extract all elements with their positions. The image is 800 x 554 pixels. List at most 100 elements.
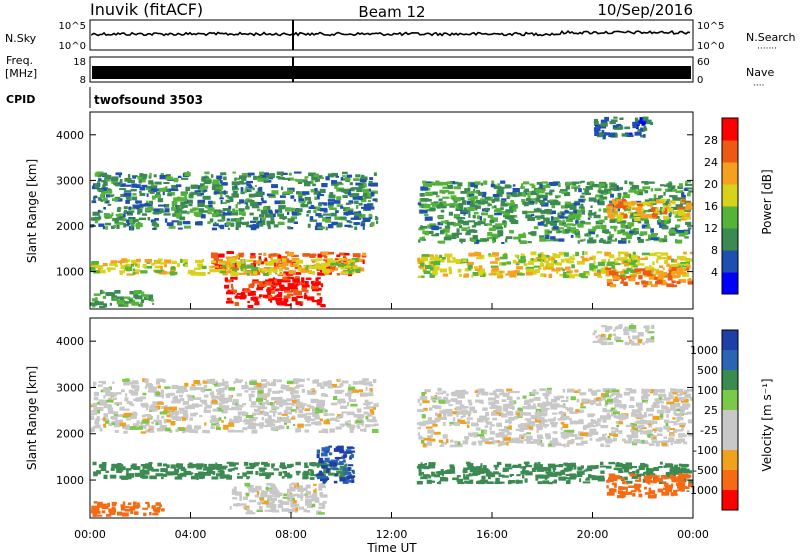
echo-cell bbox=[149, 429, 155, 433]
echo-cell bbox=[526, 198, 531, 202]
echo-cell bbox=[96, 415, 100, 420]
echo-cell bbox=[115, 213, 124, 217]
echo-cell bbox=[164, 208, 170, 212]
echo-cell bbox=[630, 276, 635, 280]
echo-cell bbox=[684, 470, 692, 474]
echo-cell bbox=[149, 475, 157, 480]
echo-cell bbox=[249, 512, 256, 515]
echo-cell bbox=[687, 192, 691, 197]
echo-cell bbox=[142, 402, 148, 407]
echo-cell bbox=[514, 254, 519, 258]
echo-cell bbox=[344, 421, 348, 424]
echo-cell bbox=[440, 209, 445, 213]
echo-cell bbox=[456, 478, 464, 483]
echo-cell bbox=[291, 211, 300, 216]
echo-cell bbox=[671, 271, 675, 276]
echo-cell bbox=[675, 471, 682, 475]
echo-cell bbox=[161, 415, 165, 419]
echo-cell bbox=[544, 233, 550, 236]
echo-cell bbox=[218, 417, 222, 421]
echo-cell bbox=[683, 391, 687, 395]
echo-cell bbox=[276, 294, 281, 297]
echo-cell bbox=[552, 226, 559, 230]
echo-cell bbox=[447, 184, 454, 189]
echo-cell bbox=[311, 503, 316, 508]
echo-cell bbox=[350, 217, 357, 220]
echo-cell bbox=[247, 172, 255, 176]
echo-cell bbox=[186, 427, 191, 432]
echo-cell bbox=[231, 279, 234, 282]
echo-cell bbox=[180, 390, 189, 392]
echo-cell bbox=[195, 221, 199, 226]
power-x-ticks bbox=[89, 303, 694, 309]
echo-cell bbox=[311, 285, 319, 290]
echo-cell bbox=[248, 194, 253, 198]
echo-cell bbox=[279, 286, 286, 291]
echo-cell bbox=[440, 477, 447, 482]
echo-cell bbox=[449, 235, 456, 239]
echo-cell bbox=[624, 180, 628, 185]
echo-cell bbox=[476, 389, 483, 392]
echo-cell bbox=[105, 470, 109, 473]
echo-cell bbox=[293, 380, 299, 384]
echo-cell bbox=[610, 225, 618, 229]
echo-cell bbox=[621, 260, 625, 265]
echo-cell bbox=[93, 270, 100, 274]
echo-cell bbox=[254, 301, 260, 304]
echo-cell bbox=[279, 403, 283, 408]
echo-cell bbox=[310, 470, 314, 475]
echo-cell bbox=[184, 382, 189, 387]
echo-cell bbox=[643, 127, 648, 131]
echo-cell bbox=[526, 266, 535, 270]
echo-cell bbox=[106, 267, 113, 271]
echo-cell bbox=[616, 462, 620, 464]
echo-cell bbox=[373, 172, 377, 176]
echo-cell bbox=[141, 414, 147, 418]
echo-cell bbox=[635, 429, 639, 434]
echo-cell bbox=[420, 225, 423, 230]
echo-cell bbox=[424, 183, 432, 188]
echo-cell bbox=[476, 239, 480, 244]
echo-cell bbox=[637, 237, 641, 241]
echo-cell bbox=[640, 473, 645, 476]
echo-cell bbox=[586, 433, 593, 436]
echo-cell bbox=[610, 477, 618, 482]
echo-cell bbox=[549, 464, 555, 468]
echo-cell bbox=[287, 283, 295, 288]
echo-cell bbox=[270, 256, 273, 261]
echo-cell bbox=[449, 470, 456, 474]
echo-cell bbox=[368, 183, 373, 187]
echo-cell bbox=[221, 406, 229, 410]
echo-cell bbox=[93, 381, 97, 385]
echo-cell bbox=[498, 428, 507, 432]
echo-cell bbox=[651, 420, 658, 424]
echo-cell bbox=[349, 456, 352, 460]
echo-cell bbox=[155, 422, 159, 426]
echo-cell bbox=[230, 212, 239, 216]
echo-cell bbox=[266, 381, 270, 384]
echo-cell bbox=[595, 195, 601, 198]
echo-cell bbox=[661, 442, 667, 446]
echo-cell bbox=[264, 281, 272, 286]
echo-cell bbox=[277, 273, 283, 276]
echo-cell bbox=[325, 259, 329, 264]
echo-cell bbox=[644, 486, 647, 490]
echo-cell bbox=[544, 254, 550, 258]
echo-cell bbox=[103, 417, 106, 422]
echo-cell bbox=[233, 467, 238, 470]
echo-cell bbox=[515, 479, 520, 484]
echo-cell bbox=[446, 393, 449, 397]
echo-cell bbox=[617, 251, 626, 255]
echo-cell bbox=[100, 289, 103, 295]
echo-cell bbox=[325, 176, 330, 181]
echo-cell bbox=[211, 182, 220, 186]
echo-cell bbox=[123, 192, 132, 197]
echo-cell bbox=[481, 391, 489, 396]
echo-cell bbox=[108, 508, 116, 513]
echo-cell bbox=[133, 501, 137, 505]
echo-cell bbox=[216, 473, 223, 477]
echo-cell bbox=[97, 173, 102, 178]
echo-cell bbox=[101, 506, 109, 510]
echo-cell bbox=[123, 302, 129, 307]
echo-cell bbox=[102, 263, 108, 267]
